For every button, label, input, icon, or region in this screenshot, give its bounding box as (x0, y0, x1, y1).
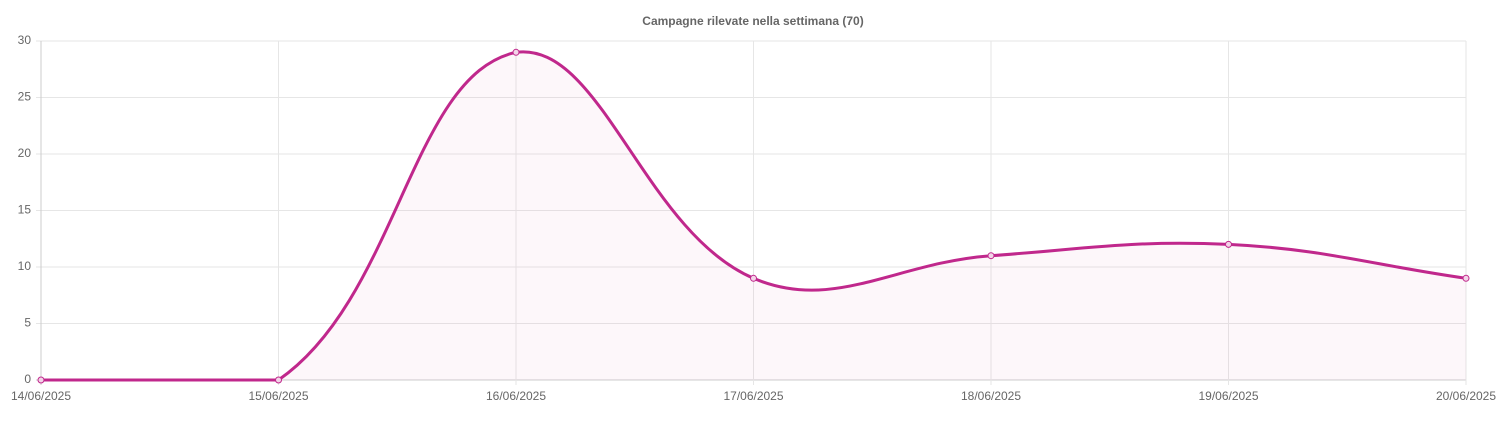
y-tick-label: 20 (18, 146, 32, 160)
y-tick-label: 10 (18, 259, 32, 273)
x-tick-label: 20/06/2025 (1436, 389, 1496, 403)
y-tick-label: 15 (18, 203, 32, 217)
point (275, 376, 282, 384)
y-tick-label: 25 (18, 90, 32, 104)
x-tick-label: 17/06/2025 (723, 389, 783, 403)
point (1462, 274, 1470, 282)
y-tick-label: 30 (18, 33, 32, 47)
point (37, 376, 45, 384)
point (987, 252, 995, 260)
point (512, 48, 520, 56)
y-tick-label: 0 (24, 372, 31, 386)
x-tick-label: 18/06/2025 (961, 389, 1021, 403)
y-tick-label: 5 (24, 316, 31, 330)
x-tick-label: 19/06/2025 (1198, 389, 1258, 403)
x-tick-label: 15/06/2025 (248, 389, 308, 403)
point (1225, 240, 1232, 248)
line (40, 50, 1467, 382)
area (41, 51, 1466, 380)
point (750, 274, 757, 282)
chart-title: Campagne rilevate nella settimana (70) (642, 14, 863, 28)
x-tick-label: 14/06/2025 (11, 389, 71, 403)
x-tick-label: 16/06/2025 (486, 389, 546, 403)
